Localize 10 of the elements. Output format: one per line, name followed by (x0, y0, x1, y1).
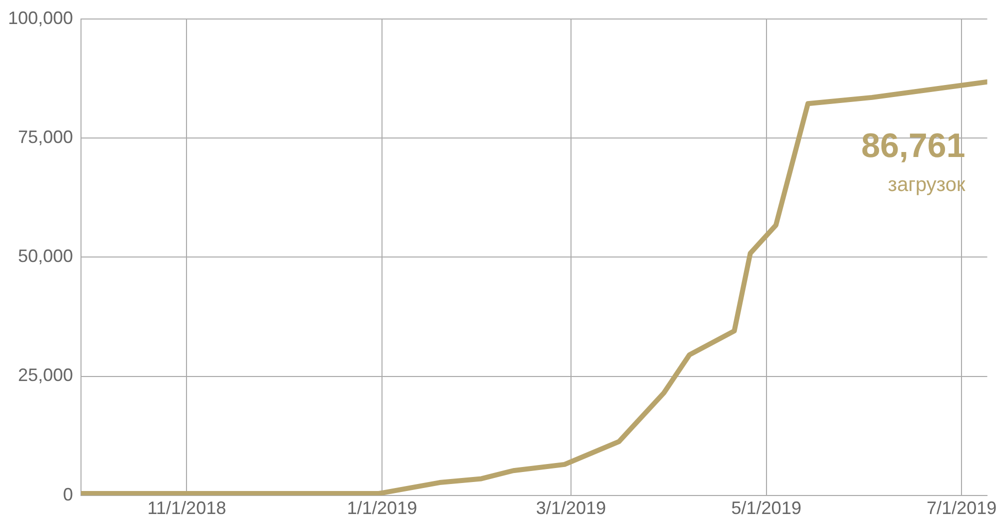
x-tick-label: 5/1/2019 (731, 498, 802, 518)
y-tick-label: 25,000 (18, 365, 74, 386)
x-tick-label: 1/1/2019 (347, 498, 418, 518)
y-tick-label: 75,000 (18, 126, 74, 147)
x-tick-label: 7/1/2019 (926, 498, 997, 518)
x-tick-label: 11/1/2018 (147, 498, 226, 518)
y-tick-label: 0 (63, 484, 74, 504)
y-tick-label: 50,000 (18, 246, 74, 266)
x-tick-label: 3/1/2019 (536, 498, 606, 518)
y-tick-label: 100,000 (8, 8, 74, 28)
